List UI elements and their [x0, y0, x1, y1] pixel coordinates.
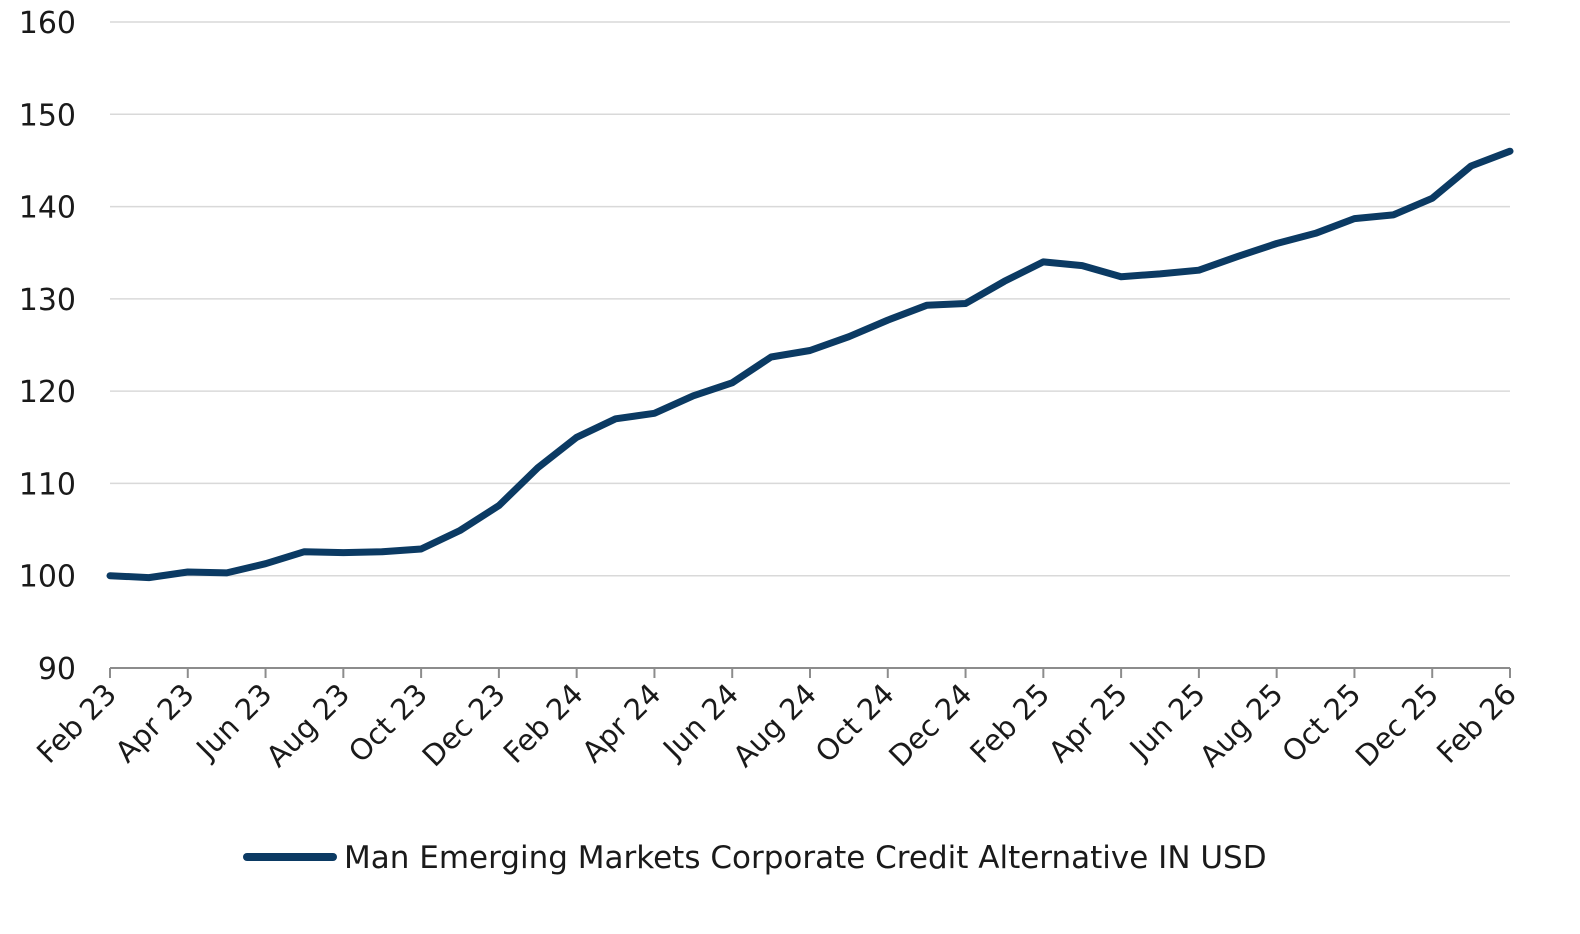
- series-line: [106, 147, 1514, 582]
- x-tick-label: Aug 25: [1193, 677, 1290, 774]
- x-tick-label: Dec 24: [882, 677, 978, 773]
- x-tick-label: Feb 25: [963, 677, 1056, 770]
- x-tick-label: Feb 24: [497, 677, 590, 770]
- y-axis-ticks: 160 150 140 130 120 110 100 90: [19, 6, 76, 687]
- y-tick-label: 90: [38, 652, 76, 687]
- series-lines: [106, 147, 1514, 582]
- y-tick-label: 150: [19, 98, 76, 133]
- x-tick-label: Apr 24: [575, 677, 667, 769]
- x-tick-label: Apr 25: [1042, 677, 1134, 769]
- x-tick-label: Feb 23: [30, 677, 123, 770]
- x-tick-label: Dec 25: [1349, 677, 1445, 773]
- y-tick-label: 120: [19, 375, 76, 410]
- legend: Man Emerging Markets Corporate Credit Al…: [243, 840, 1267, 876]
- gridlines: [110, 21, 1510, 577]
- y-tick-label: 140: [19, 191, 76, 226]
- y-tick-label: 160: [19, 6, 76, 41]
- x-tick-label: Dec 23: [415, 677, 511, 773]
- x-tick-label: Aug 24: [726, 677, 823, 774]
- y-tick-label: 110: [19, 467, 76, 502]
- x-tick-label: Feb 26: [1430, 677, 1523, 770]
- y-tick-label: 130: [19, 283, 76, 318]
- axes: [109, 667, 1511, 678]
- legend-label: Man Emerging Markets Corporate Credit Al…: [344, 840, 1267, 876]
- y-tick-label: 100: [19, 560, 76, 595]
- x-tick-label: Aug 23: [260, 677, 357, 774]
- x-tick-label: Apr 23: [109, 677, 201, 769]
